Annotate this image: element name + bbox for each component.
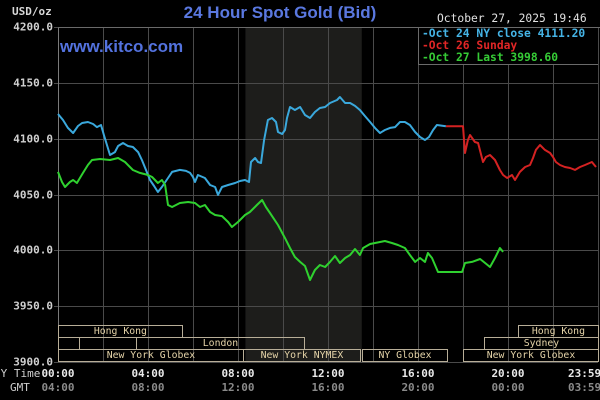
session-ny-globex: NY Globex (361, 349, 449, 362)
y-tick-label: 4200.0 (13, 20, 53, 34)
x-tick-ny: 04:00 (131, 367, 165, 380)
x-tick-gmt: 04:00 (41, 381, 75, 394)
y-tick-label: 4000.0 (13, 243, 53, 257)
legend-item-oct27: -Oct 27 Last 3998.60 (422, 51, 559, 64)
x-tick-gmt: 20:00 (401, 381, 435, 394)
x-tick-ny: 00:00 (41, 367, 75, 380)
session-new-york-nymex: New York NYMEX (242, 349, 361, 362)
y-tick-label: 4050.0 (13, 188, 53, 201)
x-tick-ny: 08:00 (221, 367, 255, 380)
x-axis-ny-time-label: NY Time (0, 367, 41, 380)
legend-item-oct24: -Oct 24 NY close 4111.20 (422, 27, 586, 40)
x-tick-gmt: 00:00 (491, 381, 525, 394)
y-tick-label: 4100.0 (13, 132, 53, 146)
x-tick-ny: 23:59 (568, 367, 600, 380)
x-tick-gmt: 12:00 (221, 381, 255, 394)
x-axis-gmt-label: GMT (10, 381, 30, 394)
grid-lines (54, 27, 599, 363)
y-tick-label: 3950.0 (13, 299, 53, 313)
nymex-shaded-region (245, 27, 362, 362)
session-hong-kong: Hong Kong (58, 325, 183, 338)
timestamp: October 27, 2025 19:46 (437, 12, 587, 25)
session-new-york-globex-2: New York Globex (463, 349, 599, 362)
series-oct27-line (57, 157, 504, 281)
series-oct26-line (445, 125, 597, 181)
series-oct24-line (57, 96, 447, 196)
session-new-york-globex: New York Globex (58, 349, 244, 362)
x-tick-gmt: 08:00 (131, 381, 165, 394)
kitco-watermark-link[interactable]: www.kitco.com (60, 37, 184, 56)
x-tick-ny: 12:00 (311, 367, 345, 380)
x-tick-ny: 16:00 (401, 367, 435, 380)
y-tick-label: 4150.0 (13, 76, 53, 90)
legend-item-oct26: -Oct 26 Sunday (422, 39, 518, 52)
x-tick-gmt: 03:59 (568, 381, 600, 394)
x-tick-ny: 20:00 (491, 367, 525, 380)
legend: -Oct 24 NY close 4111.20 -Oct 26 Sunday … (418, 27, 598, 65)
y-tick-label: 3900.0 (13, 355, 53, 369)
chart-title: 24 Hour Spot Gold (Bid) (183, 3, 377, 22)
x-tick-gmt: 16:00 (311, 381, 345, 394)
units-label: USD/oz (12, 5, 52, 18)
